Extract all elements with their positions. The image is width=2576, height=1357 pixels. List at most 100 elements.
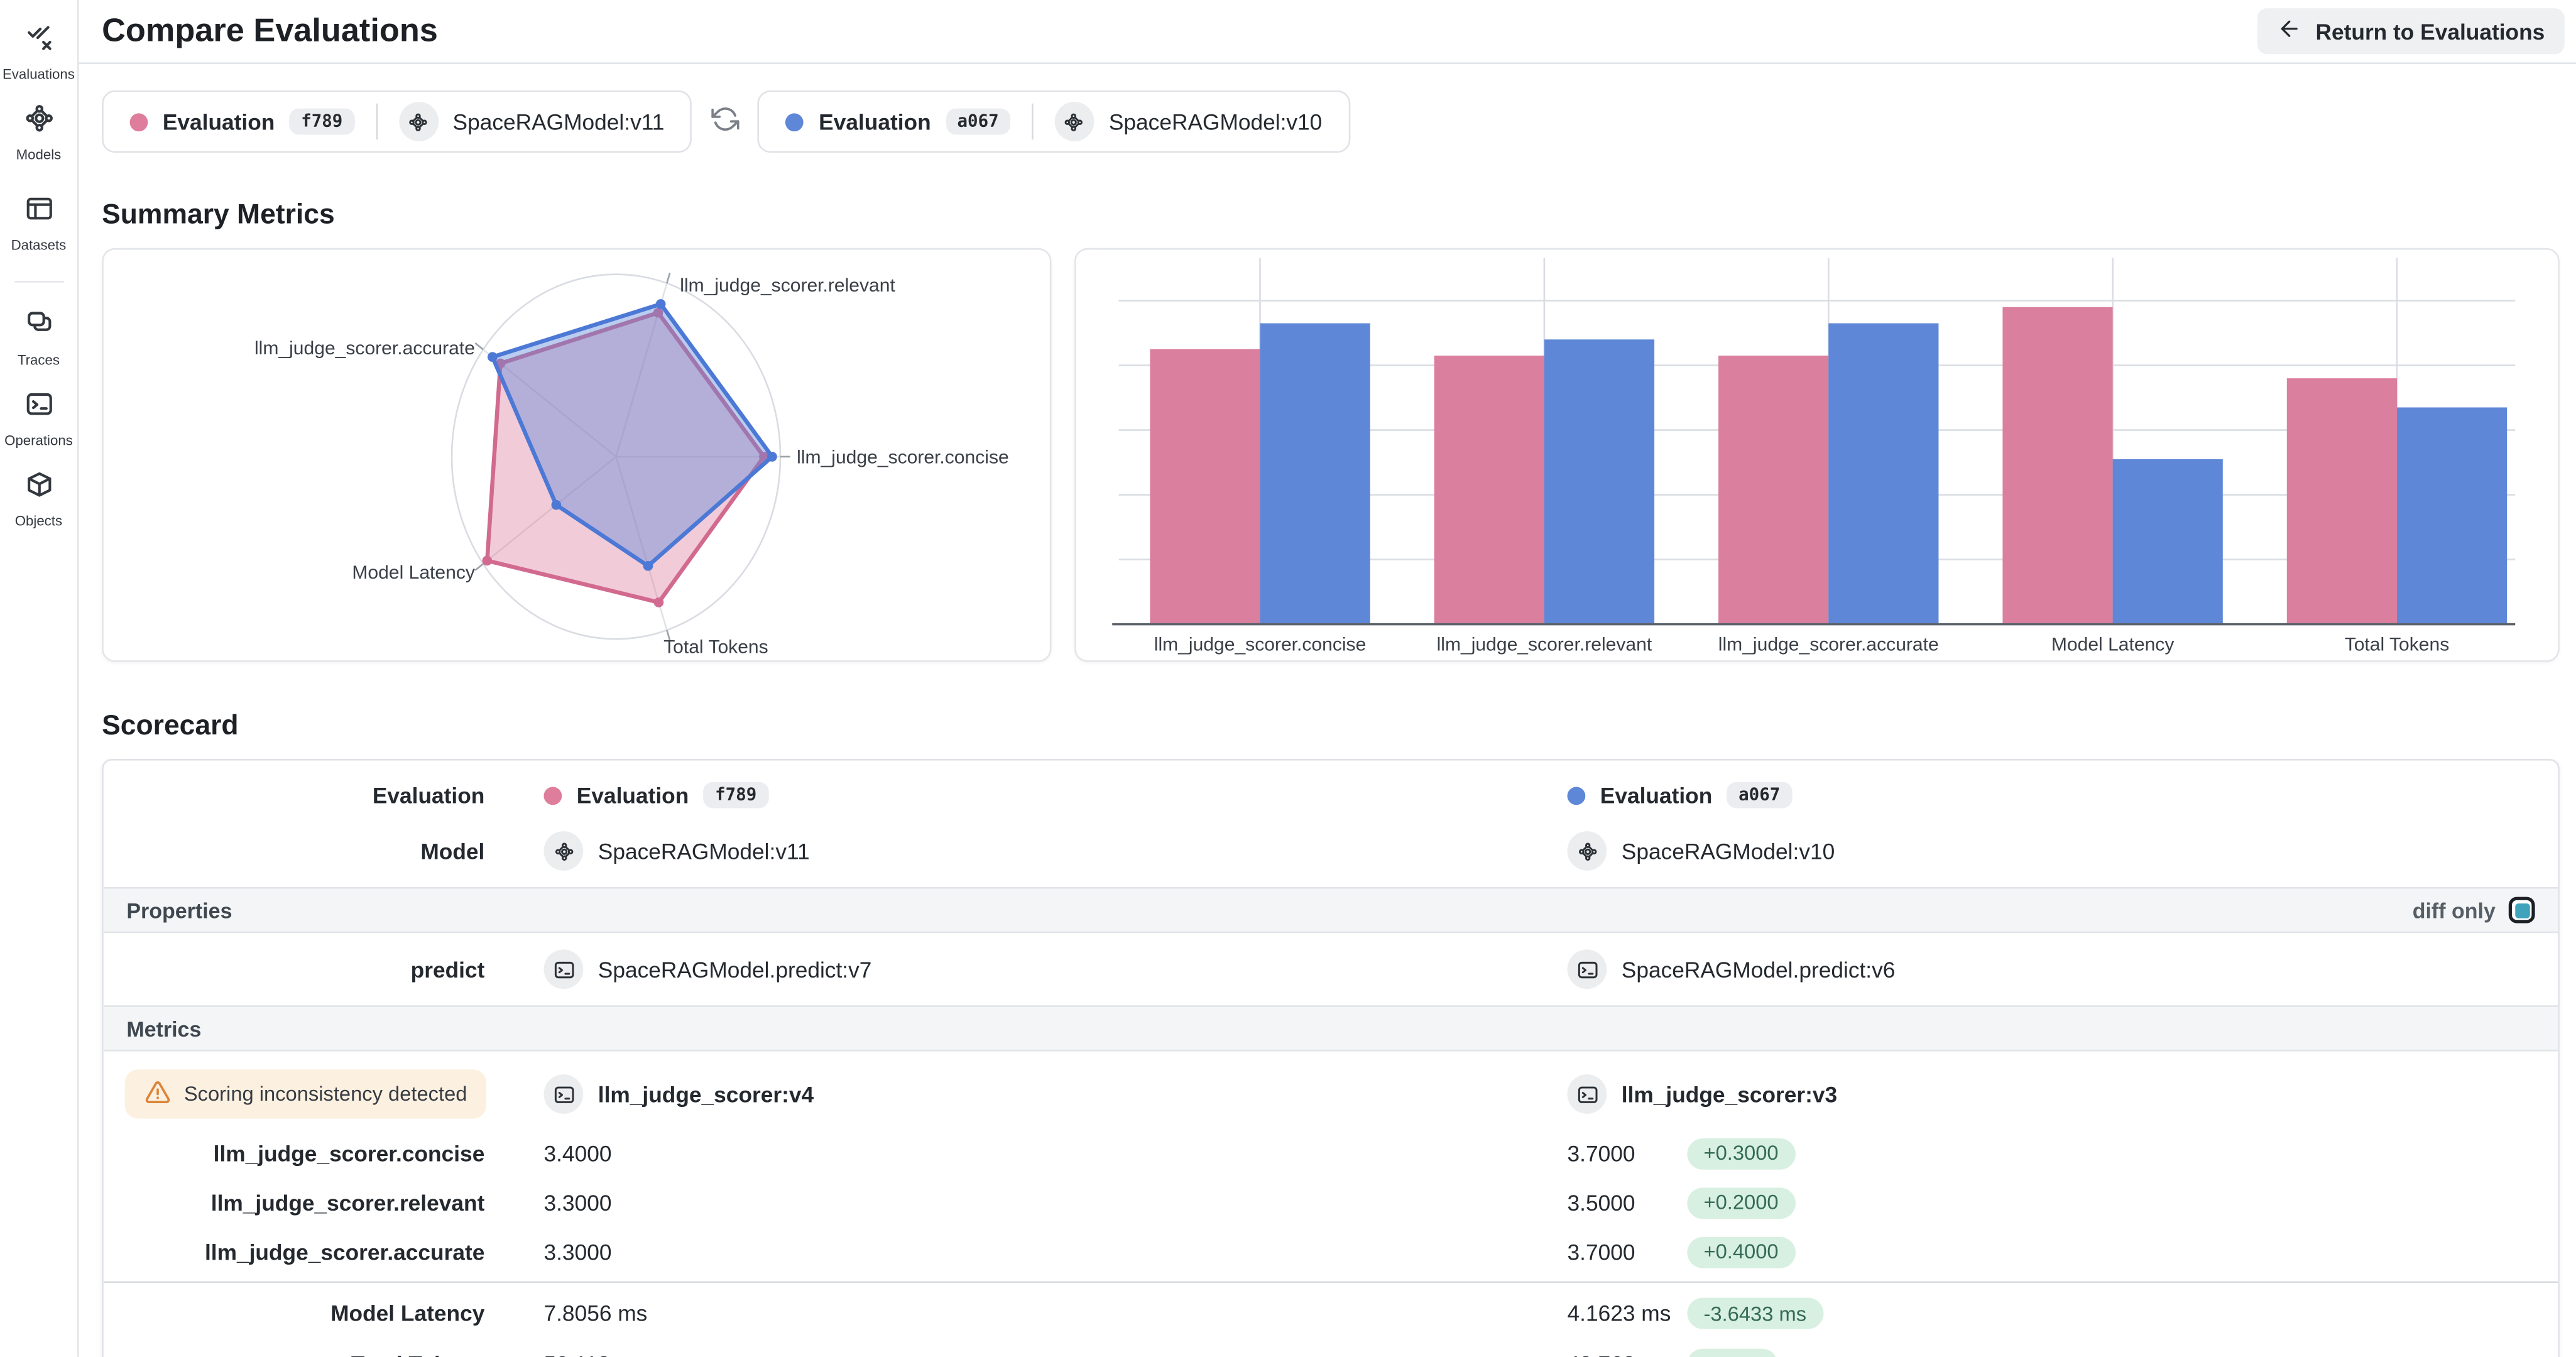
scorecard-row-predict: predict SpaceRAGModel.predict:v7 SpaceRA… <box>104 941 2558 997</box>
summary-metrics-heading: Summary Metrics <box>102 199 335 231</box>
baseline-value: 3.3000 <box>543 1190 612 1215</box>
model-icon <box>1054 102 1094 141</box>
svg-text:llm_judge_scorer.concise: llm_judge_scorer.concise <box>1154 634 1367 655</box>
traces-icon <box>24 309 53 347</box>
baseline-value: 3.4000 <box>543 1140 612 1166</box>
operations-icon <box>24 390 53 427</box>
scorecard-divider <box>103 1281 2558 1283</box>
svg-text:Total Tokens: Total Tokens <box>2345 634 2450 655</box>
diff-badge: +0.2000 <box>1687 1187 1795 1218</box>
svg-text:llm_judge_scorer.accurate: llm_judge_scorer.accurate <box>254 338 475 359</box>
scorecard-row-scorer: Scoring inconsistency detected llm_judge… <box>104 1060 2558 1129</box>
evaluation-id-badge: f789 <box>289 108 354 135</box>
sidebar-item-objects[interactable]: Objects <box>0 460 78 540</box>
candidate-evaluation-pill[interactable]: Evaluation a067 SpaceRAGModel:v10 <box>758 90 1350 153</box>
op-icon <box>1567 949 1607 989</box>
diff-badge: +0.4000 <box>1687 1236 1795 1268</box>
summary-charts: llm_judge_scorer.relevant llm_judge_score… <box>102 248 2560 662</box>
checkbox-fill <box>2514 902 2530 918</box>
swap-icon <box>711 105 740 138</box>
diff-badge: -3.6433 ms <box>1687 1297 1823 1329</box>
scorecard-heading: Scorecard <box>102 709 239 741</box>
properties-section-header: Properties diff only <box>103 886 2558 934</box>
baseline-color-dot <box>543 786 562 804</box>
sidebar-item-models[interactable]: Models <box>0 94 78 174</box>
scorecard-row-metric: llm_judge_scorer.relevant 3.3000 3.5000 … <box>104 1178 2558 1227</box>
swap-evaluations-button[interactable] <box>692 90 758 153</box>
diff-badge: +0.3000 <box>1687 1137 1795 1169</box>
baseline-evaluation-pill[interactable]: Evaluation f789 SpaceRAGModel:v11 <box>102 90 692 153</box>
datasets-icon <box>24 194 53 232</box>
candidate-value: 43,762 <box>1568 1352 1673 1357</box>
diff-only-checkbox[interactable] <box>2508 896 2535 924</box>
op-icon <box>1567 1074 1607 1114</box>
sidebar-item-traces[interactable]: Traces <box>0 299 78 379</box>
baseline-value: 50,118 <box>543 1352 648 1357</box>
models-icon <box>24 104 53 141</box>
scorecard-row-model-latency: Model Latency 7.8056 ms 4.1623 ms -3.643… <box>104 1288 2558 1339</box>
sidebar: Evaluations Models Datasets Traces <box>0 0 79 1357</box>
svg-text:Model Latency: Model Latency <box>352 562 475 583</box>
page-title: Compare Evaluations <box>102 12 438 49</box>
scorecard-row-evaluation: Evaluation Evaluation f789 Evaluation a0… <box>104 767 2558 823</box>
sidebar-label: Evaluations <box>2 65 75 82</box>
candidate-value: 4.1623 ms <box>1567 1300 1671 1326</box>
baseline-value: 7.8056 ms <box>543 1300 648 1326</box>
metrics-section-header: Metrics <box>103 1005 2558 1052</box>
diff-only-control: diff only <box>2413 896 2535 924</box>
diff-badge: -6,356 <box>1687 1348 1779 1357</box>
content: Evaluation f789 SpaceRAGModel:v11 Evalua… <box>79 64 2576 1357</box>
warning-triangle-icon <box>145 1079 171 1110</box>
sidebar-divider <box>14 281 63 283</box>
candidate-predict-op-link[interactable]: SpaceRAGModel.predict:v6 <box>1534 949 2558 989</box>
pill-divider <box>1031 103 1034 140</box>
bar-chart: llm_judge_scorer.concise llm_judge_scorer… <box>1112 258 2516 655</box>
svg-text:llm_judge_scorer.relevant: llm_judge_scorer.relevant <box>680 275 895 296</box>
candidate-value: 3.5000 <box>1567 1190 1635 1215</box>
sidebar-label: Datasets <box>11 236 67 253</box>
baseline-model-link[interactable]: SpaceRAGModel:v11 <box>511 831 1534 871</box>
op-icon <box>543 949 584 989</box>
baseline-predict-op-link[interactable]: SpaceRAGModel.predict:v7 <box>511 949 1534 989</box>
scorecard-row-metric: llm_judge_scorer.concise 3.4000 3.7000 +… <box>104 1128 2558 1177</box>
bar-chart-panel: llm_judge_scorer.concise llm_judge_scorer… <box>1074 248 2560 662</box>
candidate-value: 3.7000 <box>1567 1140 1635 1166</box>
comparison-bar: Evaluation f789 SpaceRAGModel:v11 Evalua… <box>102 90 2560 153</box>
evaluation-id-badge: a067 <box>946 108 1010 135</box>
arrow-left-icon <box>2278 16 2302 46</box>
return-to-evaluations-button[interactable]: Return to Evaluations <box>2257 8 2565 55</box>
scorecard-row-total-tokens: Total Tokens 50,118 43,762 -6,356 <box>104 1339 2558 1357</box>
candidate-scorer-op-link[interactable]: llm_judge_scorer:v3 <box>1534 1074 2558 1114</box>
model-icon <box>1567 831 1607 871</box>
pill-divider <box>375 103 378 140</box>
svg-text:llm_judge_scorer.concise: llm_judge_scorer.concise <box>797 447 1009 467</box>
objects-icon <box>24 470 53 508</box>
scorecard-row-metric: llm_judge_scorer.accurate 3.3000 3.7000 … <box>104 1227 2558 1276</box>
sidebar-label: Models <box>16 146 62 163</box>
scoring-inconsistency-warning: Scoring inconsistency detected <box>124 1069 487 1119</box>
sidebar-label: Objects <box>14 512 63 529</box>
sidebar-item-evaluations[interactable]: Evaluations <box>0 13 78 94</box>
evaluation-id-badge: f789 <box>703 782 768 809</box>
radar-chart: llm_judge_scorer.relevant llm_judge_score… <box>254 272 1009 658</box>
scorecard-row-model: Model SpaceRAGModel:v11 SpaceRAGModel:v1… <box>104 823 2558 879</box>
candidate-color-dot <box>1567 786 1586 804</box>
baseline-scorer-op-link[interactable]: llm_judge_scorer:v4 <box>511 1074 1534 1114</box>
sidebar-item-datasets[interactable]: Datasets <box>0 184 78 264</box>
svg-text:llm_judge_scorer.relevant: llm_judge_scorer.relevant <box>1437 634 1652 655</box>
baseline-value: 3.3000 <box>543 1239 612 1265</box>
svg-text:Model Latency: Model Latency <box>2051 634 2175 655</box>
main: Compare Evaluations Return to Evaluation… <box>79 0 2576 1357</box>
candidate-color-dot <box>785 112 804 131</box>
sidebar-item-operations[interactable]: Operations <box>0 379 78 460</box>
candidate-model-link[interactable]: SpaceRAGModel:v10 <box>1534 831 2558 871</box>
baseline-color-dot <box>129 112 148 131</box>
radar-chart-panel: llm_judge_scorer.relevant llm_judge_score… <box>102 248 1052 662</box>
svg-text:llm_judge_scorer.accurate: llm_judge_scorer.accurate <box>1718 634 1939 655</box>
topbar: Compare Evaluations Return to Evaluation… <box>79 0 2576 64</box>
scorecard-table: Evaluation Evaluation f789 Evaluation a0… <box>102 759 2560 1357</box>
candidate-value: 3.7000 <box>1567 1239 1635 1265</box>
sidebar-label: Operations <box>4 432 73 449</box>
model-icon <box>398 102 439 141</box>
